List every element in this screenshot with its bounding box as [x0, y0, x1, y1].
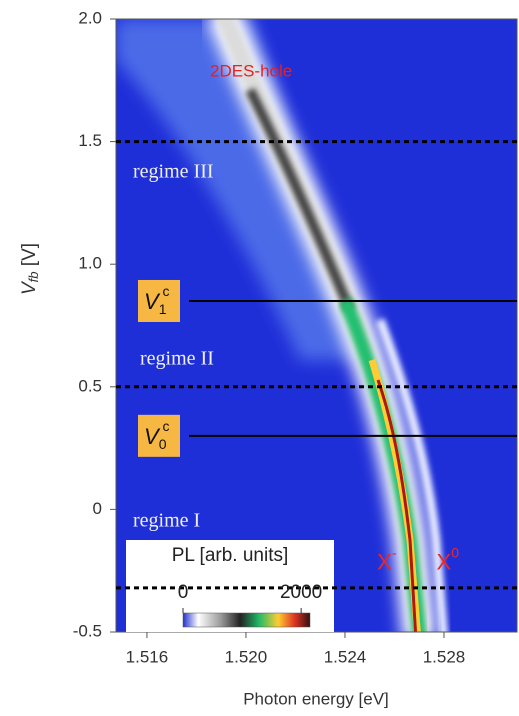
label-main: X — [437, 549, 452, 574]
colorbar-gradient — [182, 612, 311, 628]
label: X0 — [437, 544, 460, 574]
label-sub: 0 — [159, 436, 167, 452]
heatmap — [116, 19, 517, 632]
colorbar-tick-label: 2000 — [280, 582, 322, 603]
y-tick-label: 2.0 — [78, 8, 102, 27]
annotation: regime I — [133, 510, 200, 532]
colorbar-label: PL [arb. units] — [172, 545, 289, 566]
label-sup: 0 — [451, 544, 459, 560]
heatmap-band-core — [376, 379, 418, 632]
y-tick-label: 0.5 — [78, 376, 102, 395]
x-tick-label: 1.520 — [225, 647, 268, 666]
colorbar: PL [arb. units] — [126, 540, 334, 632]
label-main: V — [144, 289, 161, 314]
colorbar-tick-label: 0 — [178, 582, 189, 603]
annotation: regime II — [140, 348, 214, 370]
label: X- — [377, 544, 397, 574]
label: V0 c — [144, 418, 169, 452]
label-sup: - — [392, 544, 397, 560]
y-axis-label-unit: [V] — [19, 243, 40, 272]
y-tick-label: -0.5 — [73, 621, 102, 640]
annotation: regime III — [133, 161, 214, 183]
y-tick-label: 1.5 — [78, 131, 102, 150]
x-tick-label: 1.528 — [423, 647, 466, 666]
y-tick-label: 1.0 — [78, 254, 102, 273]
label-main: V — [144, 424, 161, 449]
x-tick-label: 1.524 — [324, 647, 367, 666]
label: V1 c — [144, 283, 169, 317]
y-axis-label-main: V — [19, 280, 40, 295]
label-sub: 1 — [159, 301, 167, 317]
y-tick-label: 0 — [93, 499, 102, 518]
heatmap-band-x0 — [375, 318, 448, 632]
label-sup: c — [162, 283, 169, 299]
heatmap-band-core — [245, 87, 355, 312]
x-tick-label: 1.516 — [126, 647, 169, 666]
label-box — [138, 279, 180, 322]
label-box — [138, 414, 180, 457]
heatmap-glow — [116, 19, 370, 360]
x-axis-label: Photon energy [eV] — [243, 689, 389, 708]
y-axis-label: Vfb [V] — [19, 243, 41, 295]
y-axis-label-sub: fb — [26, 271, 41, 282]
label-sup: c — [162, 418, 169, 434]
label-main: X — [377, 549, 392, 574]
annotation: 2DES-hole — [210, 61, 292, 80]
